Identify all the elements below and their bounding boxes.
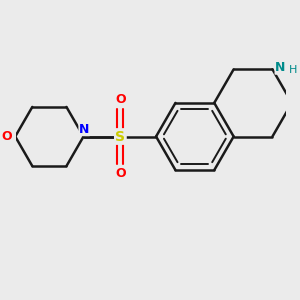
- Text: O: O: [115, 167, 126, 180]
- Text: N: N: [79, 123, 89, 136]
- Text: N: N: [275, 61, 286, 74]
- Text: O: O: [115, 93, 126, 106]
- Text: O: O: [2, 130, 12, 143]
- Text: S: S: [116, 130, 125, 143]
- Text: H: H: [289, 65, 298, 75]
